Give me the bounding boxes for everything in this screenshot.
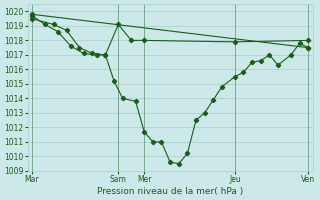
- X-axis label: Pression niveau de la mer( hPa ): Pression niveau de la mer( hPa ): [97, 187, 243, 196]
